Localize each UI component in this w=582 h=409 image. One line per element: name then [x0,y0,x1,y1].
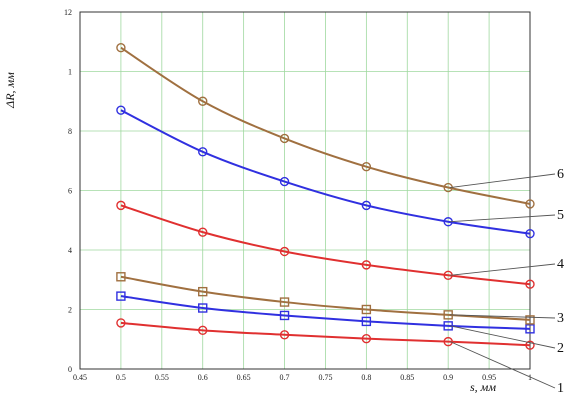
x-tick-label: 0.85 [400,373,414,382]
data-point [198,303,208,313]
data-point [116,291,126,301]
y-tick-label: 0 [68,365,72,374]
x-tick-label: 0.55 [155,373,169,382]
series-line [120,109,531,235]
callout-1: 1 [449,341,564,396]
data-point [361,304,372,315]
x-tick-label: 1 [528,373,532,382]
grid [80,12,530,369]
callout-leader [450,325,556,349]
tick-labels: 0.45 0.5 0.55 0.6 0.65 0.7 0.75 0.8 0.85 0.9 0.95 1… [64,8,532,382]
data-point [198,227,208,237]
y-tick-label: 12 [64,8,72,17]
callout-number: 5 [557,208,564,223]
x-tick-label: 0.5 [116,373,126,382]
callout-5: 5 [450,208,564,223]
data-point [525,228,535,239]
x-tick-label: 0.7 [280,373,290,382]
data-point [525,279,535,289]
callout-number: 4 [557,257,564,272]
callout-number: 2 [557,341,564,356]
plot-frame [79,11,531,370]
callout-leader [450,173,556,188]
data-point [198,147,208,157]
data-point [198,286,208,297]
data-point [525,315,535,325]
data-point [116,272,126,282]
series-line [120,46,531,205]
data-point [198,96,208,106]
x-axis-label: s, мм [470,380,496,394]
callout-4: 4 [450,257,564,276]
y-tick-label: 2 [68,306,72,315]
data-point [361,333,372,344]
data-point [525,199,535,209]
series-line [120,295,531,330]
data-point [361,161,372,172]
series-2 [116,291,535,334]
data-point [279,297,290,307]
data-point [116,200,126,211]
series-1 [116,318,535,350]
data-point [279,176,290,187]
callouts: 1 2 3 4 5 6 [449,167,564,396]
callout-leader [450,263,556,276]
data-point [279,246,290,257]
data-point [361,200,372,211]
y-tick-label: 4 [68,246,72,255]
data-point [116,105,126,115]
series-line [120,321,531,347]
data-point [525,324,535,334]
callout-3: 3 [450,311,564,326]
y-tick-label: 6 [68,187,72,196]
series-4 [116,200,535,289]
data-point [525,340,535,350]
data-point [116,318,126,328]
x-tick-label: 0.45 [73,373,87,382]
data-point [361,260,372,270]
callout-leader [450,214,556,223]
y-tick-label: 1 [68,68,72,77]
x-tick-label: 0.95 [482,373,496,382]
data-point [279,310,290,321]
data-point [443,336,453,347]
callout-number: 3 [557,311,564,326]
data-point [361,316,372,327]
callout-6: 6 [450,167,564,188]
x-tick-label: 0.9 [443,373,453,382]
y-tick-label: 8 [68,127,72,136]
data-point [116,43,126,53]
x-tick-label: 0.6 [198,373,208,382]
data-point [279,330,290,340]
y-axis-label: ΔR, мм [3,72,17,109]
x-tick-label: 0.8 [361,373,371,382]
x-tick-label: 0.65 [237,373,251,382]
data-point [198,325,208,336]
callout-number: 6 [557,167,564,182]
callout-leader [449,341,556,389]
x-tick-label: 0.75 [318,373,332,382]
callout-leader [450,314,556,319]
callout-2: 2 [450,325,564,356]
series-line [120,204,531,286]
callout-number: 1 [557,381,564,396]
data-point [279,133,290,144]
series-5 [116,105,535,239]
